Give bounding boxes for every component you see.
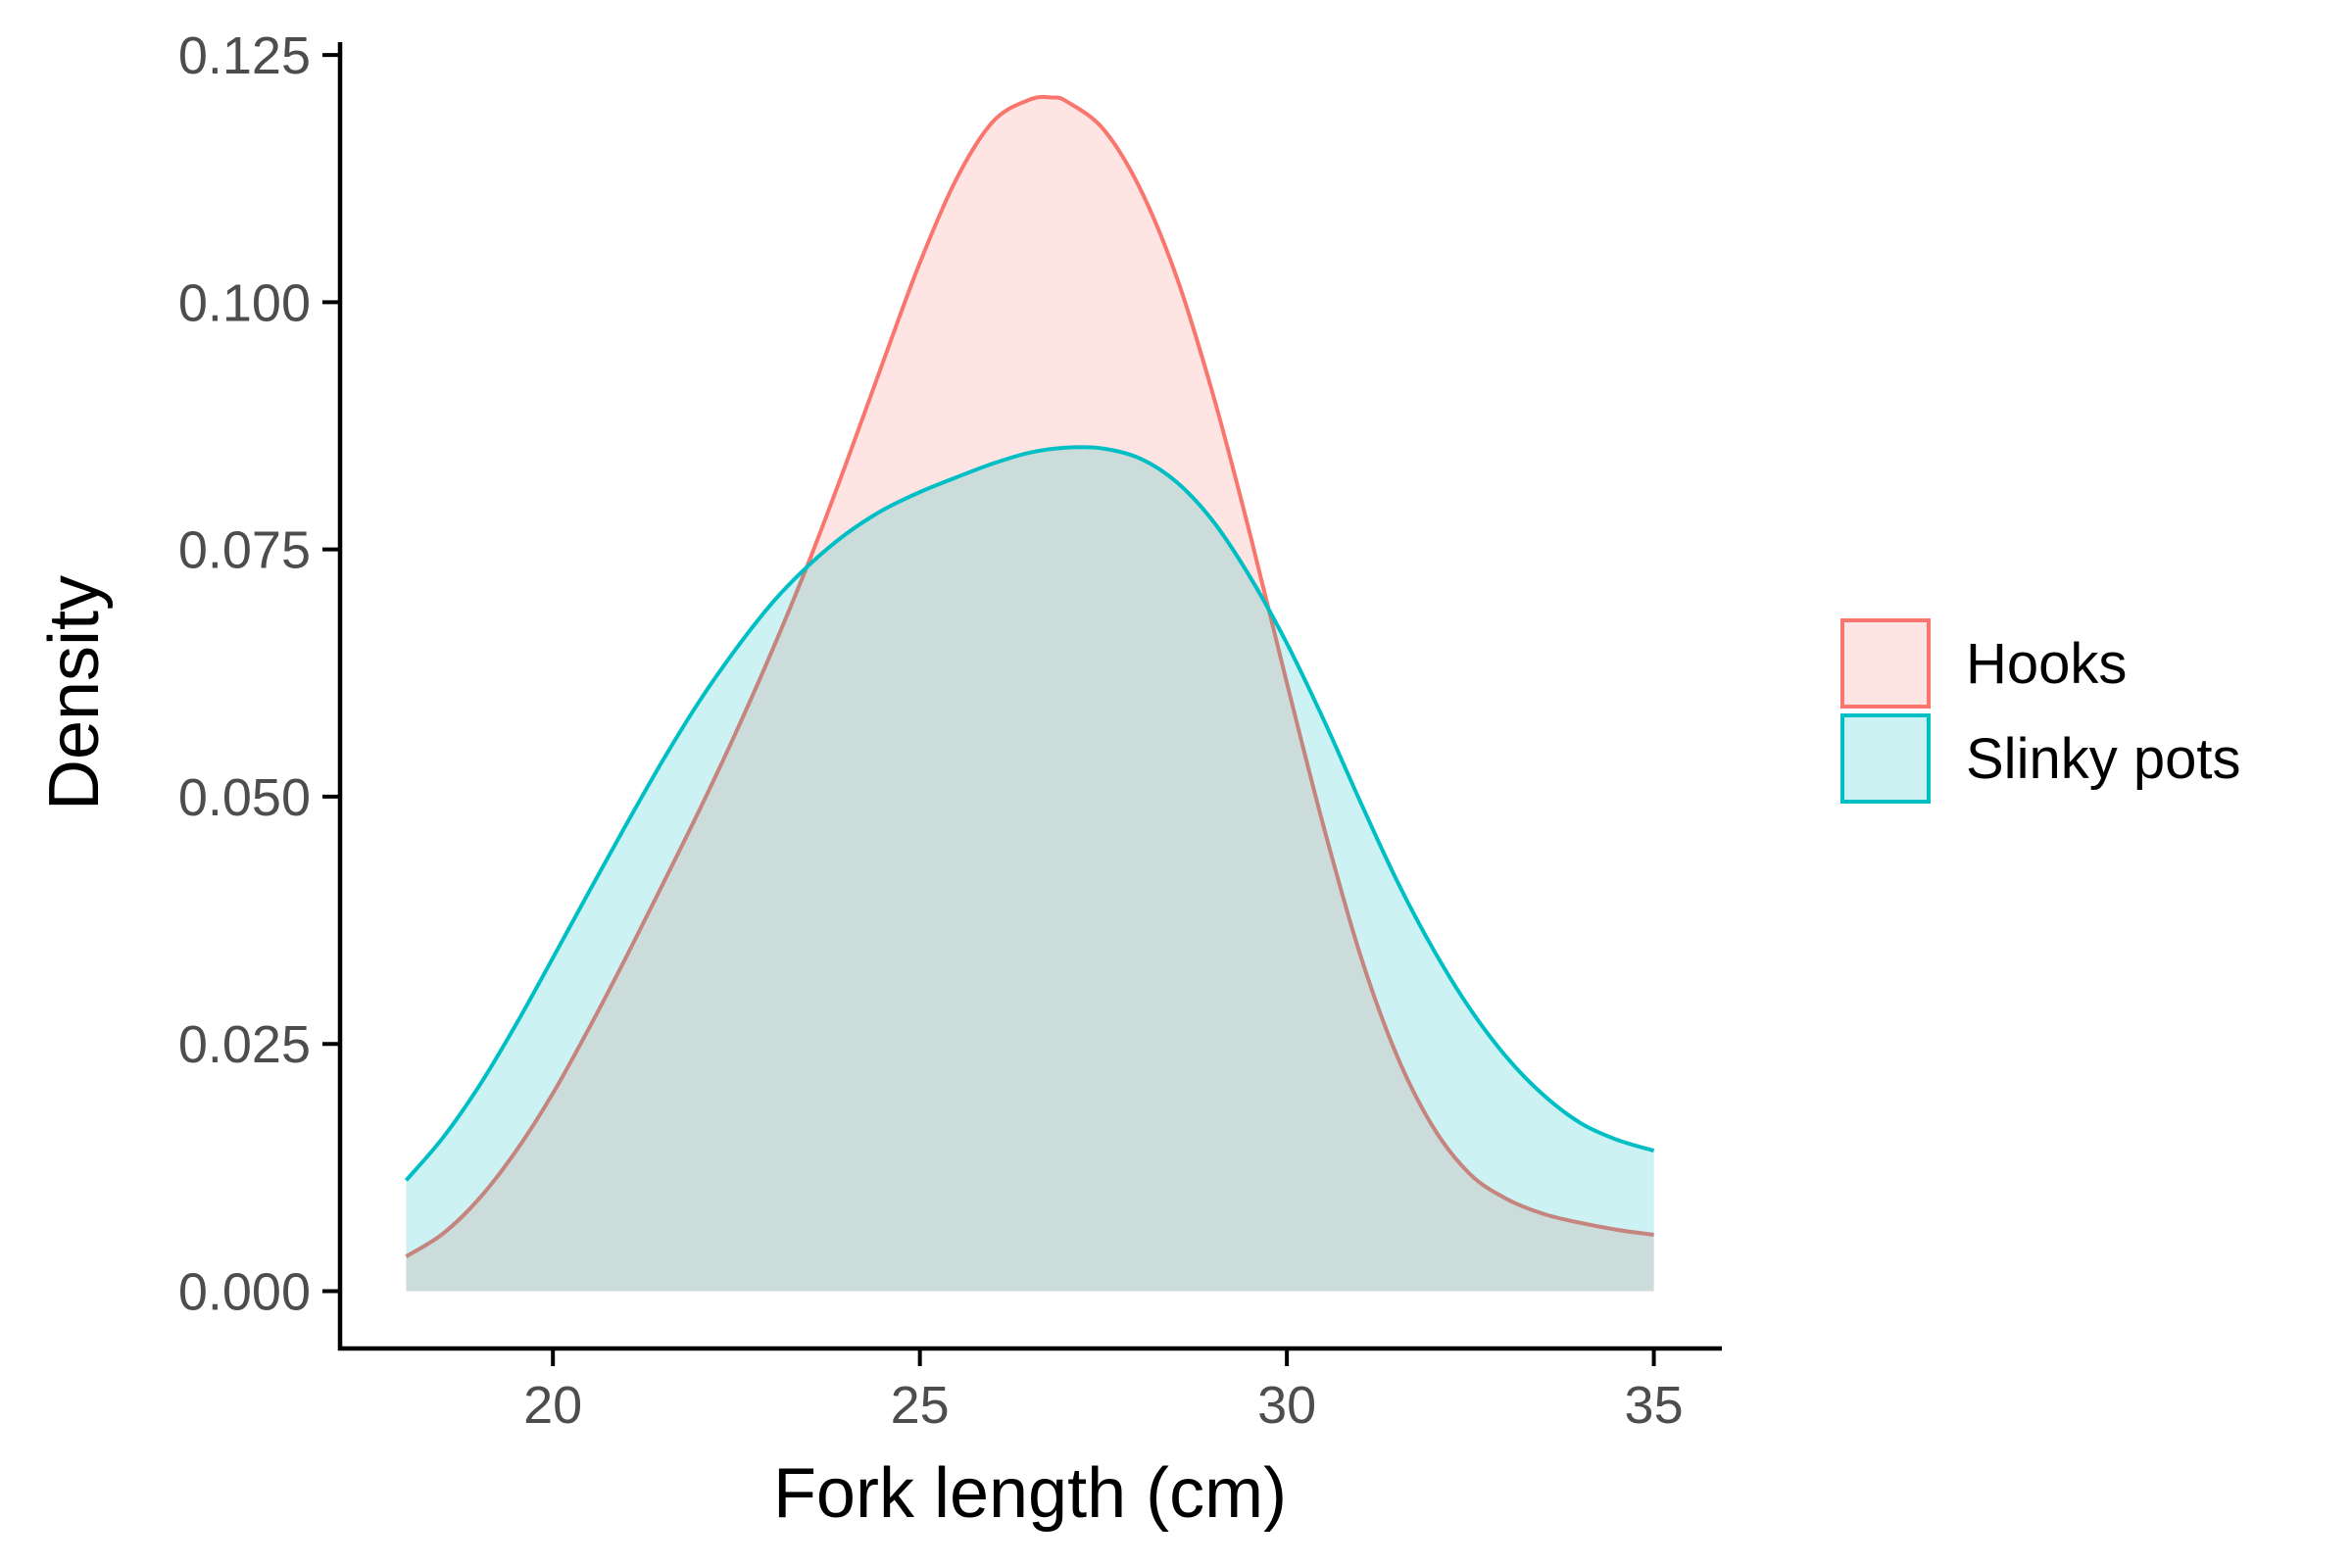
- x-tick-label: 35: [1625, 1376, 1684, 1435]
- x-tick-label: 25: [891, 1376, 950, 1435]
- legend-label-slinky-pots: Slinky pots: [1966, 727, 2240, 791]
- y-ticks: 0.000 0.025 0.050 0.075 0.100 0.125: [178, 26, 340, 1321]
- density-line-hooks: [405, 94, 1654, 1258]
- x-tick-label: 30: [1257, 1376, 1316, 1435]
- density-line-slinky-pots: [404, 445, 1655, 1182]
- y-tick-label: 0.050: [178, 768, 311, 827]
- y-tick-label: 0.025: [178, 1015, 311, 1074]
- x-tick-label: 20: [523, 1376, 582, 1435]
- axes: [337, 42, 1722, 1351]
- legend-key-hooks: [1840, 618, 1931, 709]
- legend-key-slinky-pots: [1840, 713, 1931, 804]
- x-ticks: 20 25 30 35: [523, 1348, 1684, 1435]
- y-tick-label: 0.075: [178, 521, 311, 580]
- y-tick-label: 0.000: [178, 1262, 311, 1321]
- x-axis-title: Fork length (cm): [773, 1454, 1287, 1533]
- legend-label-hooks: Hooks: [1966, 632, 2127, 696]
- plot-area: [404, 94, 1655, 1292]
- density-area-hooks: [406, 96, 1654, 1292]
- legend: Hooks Slinky pots: [1840, 618, 2240, 804]
- y-tick-label: 0.100: [178, 273, 311, 332]
- y-axis-title: Density: [35, 575, 114, 810]
- y-tick-label: 0.125: [178, 26, 311, 85]
- density-area-slinky-pots: [406, 447, 1654, 1292]
